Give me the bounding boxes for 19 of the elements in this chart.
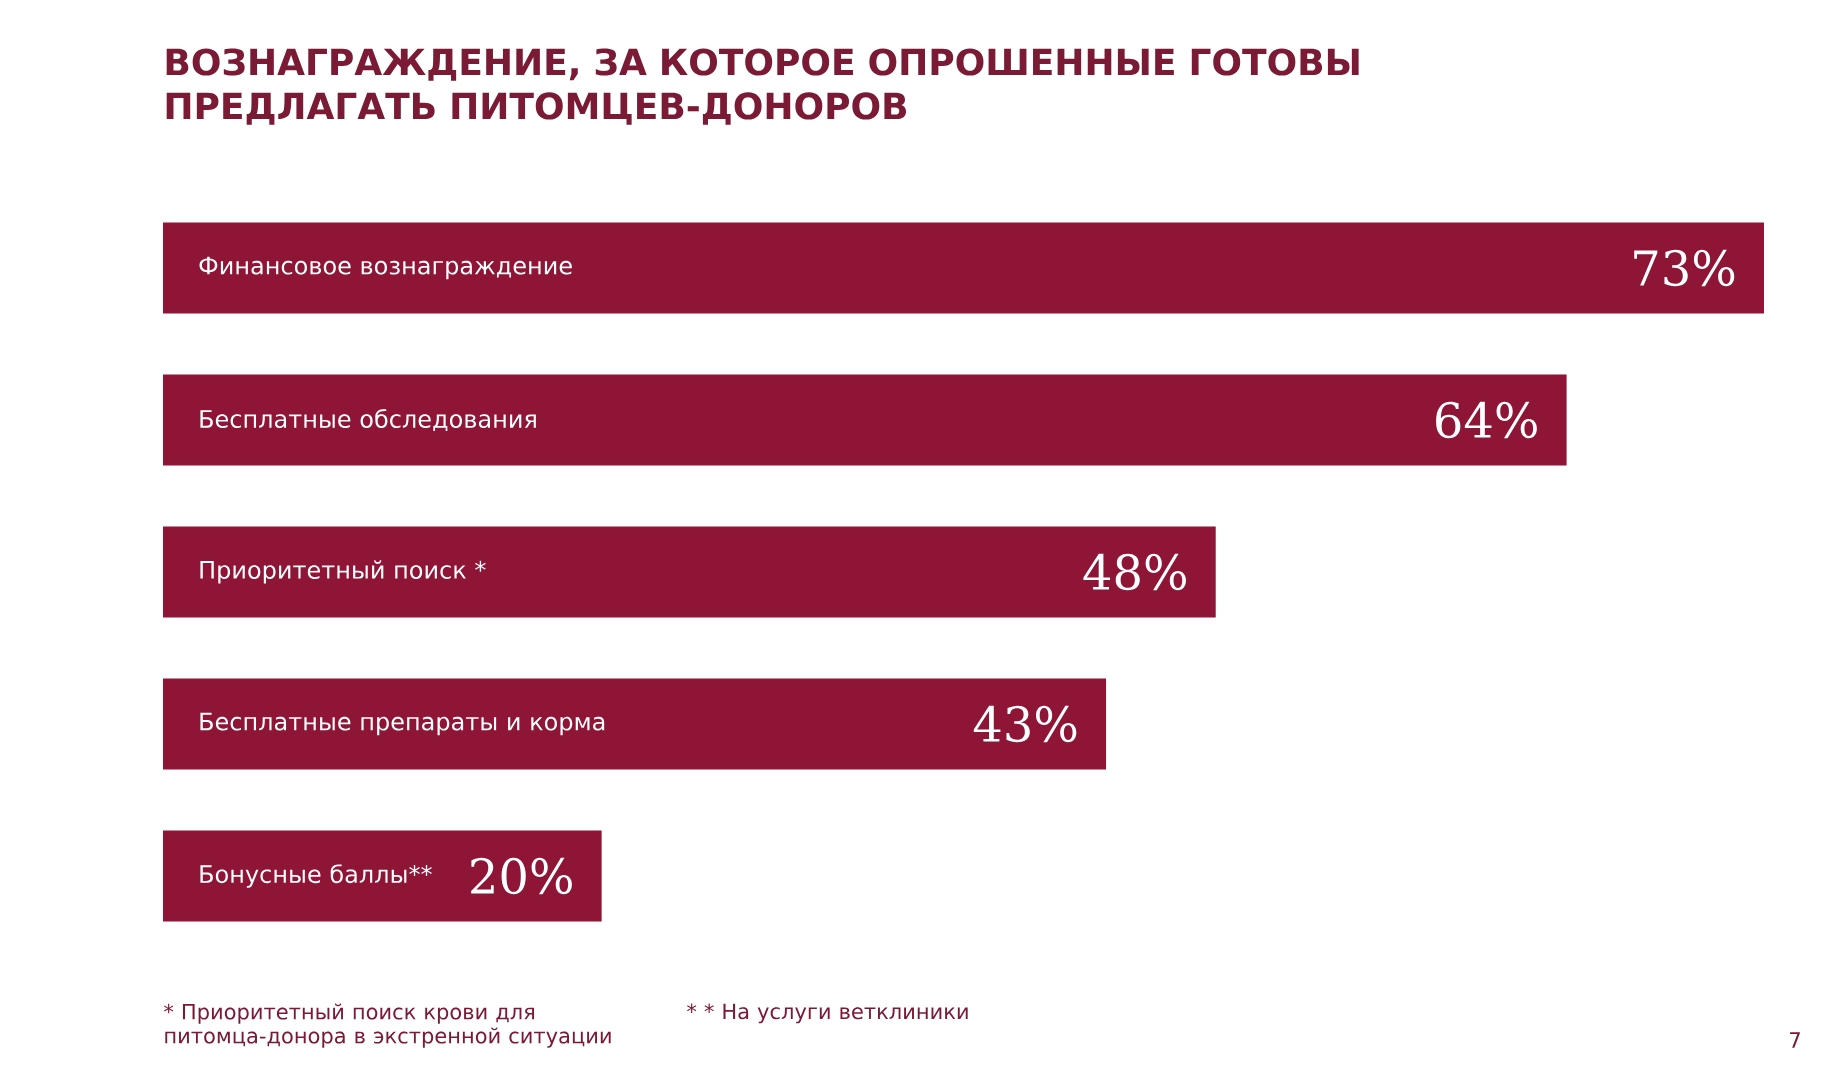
y-tick-label: Бонусные баллы**	[200, 864, 432, 888]
y-tick-label: Бесплатные обследования	[200, 409, 536, 431]
text: * * На услуги ветклиники	[687, 1003, 968, 1024]
bar	[163, 374, 1567, 466]
chart-title: ВОЗНАГРАЖДЕНИЕ, ЗА КОТОРОЕ ОПРОШЕННЫЕ ГОТОВЫ ПРЕДЛАГАТЬ ПИТОМЦЕВ-ДОНОРОВ	[166, 48, 1359, 125]
bar	[163, 526, 1216, 618]
bar	[163, 830, 602, 922]
y-tick-label: Бесплатные препараты и корма	[200, 712, 605, 736]
bar	[163, 678, 1107, 770]
data-label: 48%	[1083, 553, 1186, 591]
y-tick-label: Финансовое вознаграждение	[199, 256, 572, 280]
data-label: 73%	[1634, 249, 1735, 287]
data-label: 20%	[471, 857, 572, 895]
bar	[163, 222, 1764, 314]
data-label: 43%	[973, 705, 1077, 743]
text: 7	[1790, 1032, 1800, 1048]
y-tick-label: Приоритетный поиск *	[200, 560, 486, 584]
text: * Приоритетный поиск крови для питомца-донора в экстренной ситуации	[164, 1003, 611, 1048]
data-label: 64%	[1436, 401, 1537, 439]
